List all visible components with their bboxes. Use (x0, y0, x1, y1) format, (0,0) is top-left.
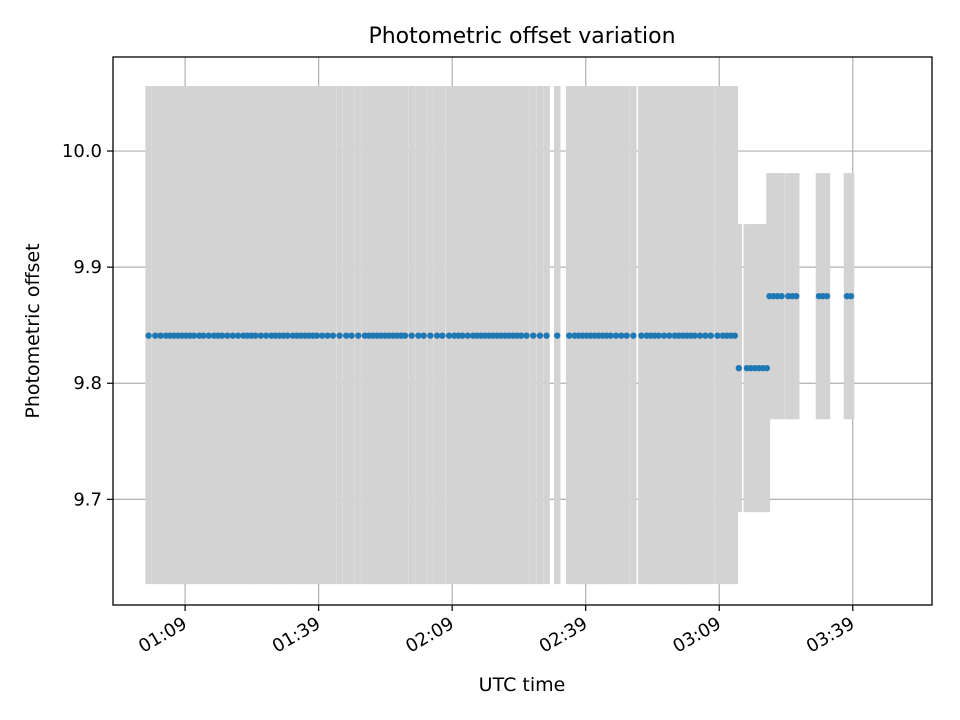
data-point (529, 332, 537, 339)
data-point (145, 332, 152, 339)
data-point (691, 332, 698, 339)
data-point (655, 332, 662, 339)
data-point (554, 332, 561, 339)
data-point (517, 332, 525, 339)
data-point (793, 292, 800, 300)
data-point (714, 332, 721, 339)
data-point (420, 332, 427, 339)
data-point (707, 332, 714, 339)
data-point (847, 292, 855, 300)
data-point (666, 332, 673, 339)
data-point (543, 332, 550, 339)
data-point (152, 332, 159, 339)
data-point (324, 332, 331, 339)
data-point (623, 332, 630, 339)
x-axis-label: UTC time (479, 674, 566, 696)
data-point (618, 332, 625, 339)
data-point (660, 332, 668, 339)
data-point (329, 332, 337, 339)
data-point (218, 332, 226, 339)
data-point (401, 332, 409, 339)
data-point (190, 332, 198, 339)
data-point (439, 332, 446, 339)
data-point (408, 332, 415, 339)
data-point (763, 364, 771, 372)
data-point (696, 332, 704, 339)
data-point (343, 332, 350, 339)
data-point (445, 332, 453, 339)
data-point (319, 332, 326, 339)
data-point (262, 332, 270, 339)
data-point (607, 332, 614, 339)
data-point (731, 332, 739, 339)
plot-frame (112, 56, 933, 606)
data-point (735, 364, 743, 372)
data-point (234, 332, 242, 339)
data-point (257, 332, 264, 339)
data-point (778, 292, 785, 300)
data-point (523, 332, 530, 339)
data-point (433, 332, 441, 339)
y-axis-ticks: 9.7 9.8 9.9 10.0 (62, 141, 113, 510)
data-point (638, 332, 645, 339)
data-point (702, 332, 709, 339)
data-point (252, 332, 259, 339)
data-point (536, 332, 544, 339)
data-point (427, 332, 434, 339)
y-tick-label: 10.0 (62, 141, 102, 162)
y-tick-label: 9.8 (73, 373, 102, 394)
data-point (630, 332, 637, 339)
data-point (205, 332, 212, 339)
data-point (355, 332, 362, 339)
data-point (200, 332, 207, 339)
data-point (415, 332, 422, 339)
data-point (313, 332, 321, 339)
data-point (224, 332, 231, 339)
data-point (284, 332, 291, 339)
data-point (348, 332, 355, 339)
data-point (336, 332, 343, 339)
data-point (459, 332, 466, 339)
data-point (823, 292, 831, 300)
data-point (229, 332, 236, 339)
data-point (612, 332, 620, 339)
y-tick-label: 9.9 (73, 257, 102, 278)
data-point (157, 332, 164, 339)
y-axis-label: Photometric offset (22, 243, 44, 418)
chart-title: Photometric offset variation (368, 24, 675, 49)
y-tick-label: 9.7 (73, 489, 102, 510)
data-point (566, 332, 573, 339)
data-points (145, 292, 855, 372)
data-point (464, 332, 471, 339)
